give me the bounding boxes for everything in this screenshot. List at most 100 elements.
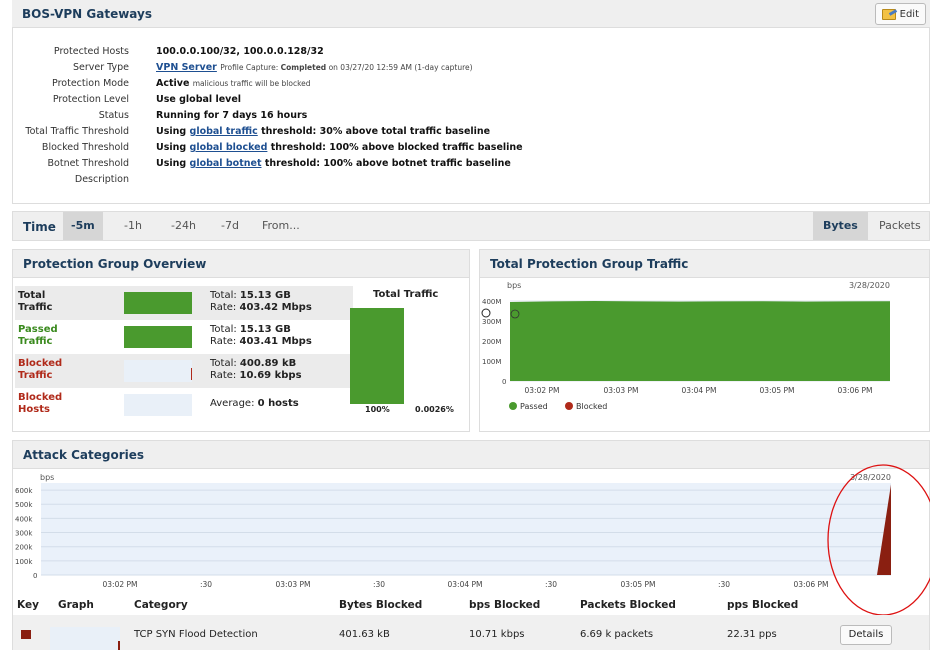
detail-value: 100.0.0.100/32, 100.0.0.128/32 xyxy=(156,46,324,57)
detail-value: Using global blocked threshold: 100% abo… xyxy=(156,142,523,153)
info-line2: Rate: 10.69 kbps xyxy=(210,370,302,382)
global-botnet-link[interactable]: global botnet xyxy=(189,158,262,169)
detail-label: Protection Level xyxy=(52,94,129,105)
attack-spike-area xyxy=(877,484,891,575)
info-line1: Total: 15.13 GB xyxy=(210,290,312,302)
col-packets-blocked: Packets Blocked xyxy=(580,599,676,611)
y-tick-label: 500k xyxy=(15,501,33,509)
x-tick-label: 03:06 PM xyxy=(794,580,829,589)
cell-packets-blocked: 6.69 k packets xyxy=(580,629,654,640)
cell-category: TCP SYN Flood Detection xyxy=(134,629,258,640)
detail-botnet-threshold: Botnet Threshold Using global botnet thr… xyxy=(13,158,913,174)
detail-value: VPN Server Profile Capture: Completed on… xyxy=(156,62,473,73)
x-tick-label: :30 xyxy=(200,580,212,589)
overview-row: Total Traffic Total: 15.13 GB Rate: 403.42 … xyxy=(15,286,353,320)
global-blocked-link[interactable]: global blocked xyxy=(189,142,268,153)
total-traffic-title: Total Traffic xyxy=(373,289,439,300)
global-traffic-link[interactable]: global traffic xyxy=(189,126,258,137)
detail-label: Status xyxy=(98,110,129,121)
col-category: Category xyxy=(134,599,188,611)
unit-packets[interactable]: Packets xyxy=(879,219,921,232)
overview-row-bar-fill xyxy=(124,292,192,314)
col-graph: Graph xyxy=(58,599,94,611)
x-tick-label: 03:06 PM xyxy=(838,386,873,395)
vpn-server-link[interactable]: VPN Server xyxy=(156,62,217,73)
profile-capture-note: Profile Capture: Completed on 03/27/20 1… xyxy=(220,63,472,72)
legend-swatch-blocked xyxy=(565,402,573,410)
detail-value: Active malicious traffic will be blocked xyxy=(156,78,311,89)
detail-value: Use global level xyxy=(156,94,242,105)
overview-row-name: Total Traffic xyxy=(18,290,108,314)
info-line1: Total: 400.89 kB xyxy=(210,358,302,370)
info-value: 403.41 Mbps xyxy=(239,336,312,347)
note-status: Completed xyxy=(280,63,327,72)
protection-group-overview-panel: Protection Group Overview Total Traffic To… xyxy=(12,249,470,432)
chart-cursor-marker xyxy=(481,308,491,318)
detail-label: Description xyxy=(74,174,129,185)
time-range-7d[interactable]: -7d xyxy=(221,219,239,232)
x-tick-label: 03:05 PM xyxy=(760,386,795,395)
edit-button[interactable]: Edit xyxy=(874,3,926,25)
detail-blocked-threshold: Blocked Threshold Using global blocked t… xyxy=(13,142,913,158)
x-tick-label: :30 xyxy=(718,580,730,589)
row-name-line2: Traffic xyxy=(18,370,53,381)
x-tick-label: 03:02 PM xyxy=(103,580,138,589)
detail-value: Using global botnet threshold: 100% abov… xyxy=(156,158,511,169)
detail-value: Using global traffic threshold: 30% abov… xyxy=(156,126,490,137)
info-label: Total: xyxy=(210,290,237,301)
time-range-5m[interactable]: -5m xyxy=(63,212,103,240)
threshold-suffix: threshold: 100% above blocked traffic ba… xyxy=(270,142,523,153)
threshold-suffix: threshold: 30% above total traffic basel… xyxy=(261,126,491,137)
time-range-24h[interactable]: -24h xyxy=(171,219,196,232)
overview-row-bar xyxy=(124,394,192,416)
col-key: Key xyxy=(17,599,39,611)
attack-title: Attack Categories xyxy=(13,441,929,469)
tpgt-chart: bps 3/28/2020 0 100M 200M 300M 400M 03:02 PM 03:… xyxy=(481,281,890,411)
y-tick-label: 100k xyxy=(15,558,33,566)
y-tick-label: 400M xyxy=(482,298,501,306)
detail-label: Total Traffic Threshold xyxy=(25,126,129,137)
overview-row-bar xyxy=(124,292,192,314)
time-label: Time xyxy=(23,220,56,234)
chart-date: 3/28/2020 xyxy=(849,281,890,290)
x-tick-label: 03:03 PM xyxy=(276,580,311,589)
y-tick-label: 100M xyxy=(482,358,501,366)
x-tick-label: 03:05 PM xyxy=(621,580,656,589)
x-tick-label: 03:04 PM xyxy=(448,580,483,589)
unit-bytes[interactable]: Bytes xyxy=(813,212,868,240)
detail-label: Server Type xyxy=(73,62,129,73)
total-traffic-bar xyxy=(350,308,404,404)
detail-label: Protection Mode xyxy=(52,78,129,89)
info-label: Total: xyxy=(210,358,237,369)
col-pps-blocked: pps Blocked xyxy=(727,599,799,611)
x-tick-label: 03:02 PM xyxy=(525,386,560,395)
cell-pps-blocked: 22.31 pps xyxy=(727,629,777,640)
detail-total-traffic-threshold: Total Traffic Threshold Using global tra… xyxy=(13,126,913,142)
page-title: BOS-VPN Gateways xyxy=(22,7,153,21)
overview-row: Blocked Traffic Total: 400.89 kB Rate: 10.6… xyxy=(15,354,353,388)
detail-protected-hosts: Protected Hosts 100.0.0.100/32, 100.0.0.… xyxy=(13,46,913,62)
time-range-1h[interactable]: -1h xyxy=(124,219,142,232)
info-value: 15.13 GB xyxy=(239,324,291,335)
overview-row-info: Total: 15.13 GB Rate: 403.42 Mbps xyxy=(210,290,312,314)
passed-percent: 100% xyxy=(365,405,390,414)
overview-row-bar xyxy=(124,360,192,382)
row-name-line1: Total xyxy=(18,290,46,301)
time-range-from[interactable]: From... xyxy=(262,219,300,232)
details-button[interactable]: Details xyxy=(840,625,892,645)
key-swatch xyxy=(21,630,31,639)
row-name-line1: Blocked xyxy=(18,392,63,403)
threshold-prefix: Using xyxy=(156,142,187,153)
overview-row-bar xyxy=(124,326,192,348)
detail-server-type: Server Type VPN Server Profile Capture: … xyxy=(13,62,913,78)
overview-row-name: Passed Traffic xyxy=(18,324,108,348)
attack-categories-panel: Attack Categories bps 3/28/2020 0 100k 200k 3… xyxy=(12,440,930,650)
row-name-line2: Hosts xyxy=(18,404,50,415)
legend-label-passed: Passed xyxy=(520,402,548,411)
cell-bytes-blocked: 401.63 kB xyxy=(339,629,390,640)
info-label: Average: xyxy=(210,398,255,409)
info-value: 403.42 Mbps xyxy=(239,302,312,313)
detail-protection-mode: Protection Mode Active malicious traffic… xyxy=(13,78,913,94)
y-tick-label: 0 xyxy=(33,572,37,580)
mini-graph xyxy=(50,627,120,650)
